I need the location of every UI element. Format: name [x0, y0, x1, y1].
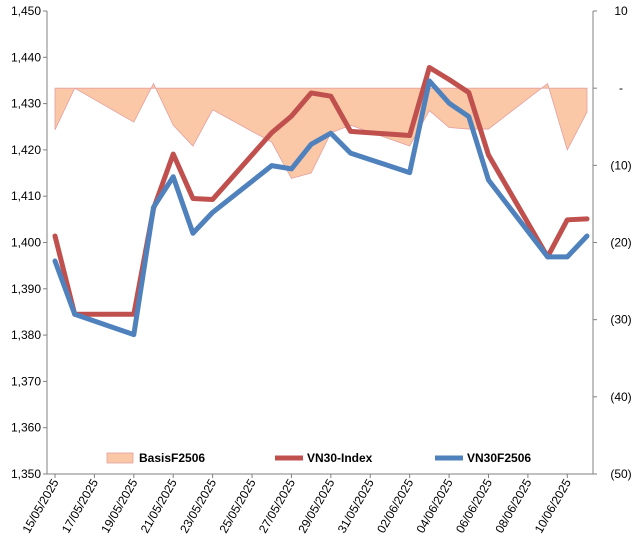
x-tick-label: 10/06/2025 [532, 476, 574, 535]
y-left-tick-label: 1,360 [11, 421, 41, 435]
x-tick-label: 02/06/2025 [374, 476, 416, 535]
y-left-tick-label: 1,450 [11, 4, 41, 18]
x-tick-label: 23/05/2025 [177, 476, 219, 535]
axes-layer [43, 10, 597, 478]
y-left-tick-label: 1,410 [11, 189, 41, 203]
x-tick-label: 25/05/2025 [216, 476, 258, 535]
y-left-tick-label: 1,440 [11, 50, 41, 64]
x-tick-label: 21/05/2025 [138, 476, 180, 535]
basis-area-layer [54, 82, 588, 179]
x-tick-label: 27/05/2025 [256, 476, 298, 535]
y-left-tick-label: 1,420 [11, 143, 41, 157]
y-left-tick-label: 1,430 [11, 97, 41, 111]
legend-label-basisf2506: BasisF2506 [139, 451, 205, 465]
y-right-tick-label: 10 [614, 4, 628, 18]
y-left-tick-label: 1,390 [11, 282, 41, 296]
x-tick-label: 19/05/2025 [98, 476, 140, 535]
y-right-tick-label: - [619, 81, 623, 95]
x-tick-label: 17/05/2025 [59, 476, 101, 535]
y-right-tick-label: (20) [610, 236, 631, 250]
series-line-vn30f2506 [52, 78, 590, 338]
legend: BasisF2506 VN30-Index VN30F2506 [106, 451, 531, 465]
x-tick-label: 04/06/2025 [414, 476, 456, 535]
y-left-tick-label: 1,370 [11, 374, 41, 388]
basis-area-0 [54, 82, 588, 179]
y-left-tick-label: 1,380 [11, 328, 41, 342]
y-right-tick-label: (40) [610, 390, 631, 404]
x-tick-label: 29/05/2025 [295, 476, 337, 535]
legend-label-vn30-index: VN30-Index [307, 451, 373, 465]
legend-swatch-basisf2506 [106, 452, 134, 464]
x-tick-label: 15/05/2025 [19, 476, 61, 535]
x-tick-label: 08/06/2025 [492, 476, 534, 535]
y-right-tick-label: (10) [610, 158, 631, 172]
x-tick-label: 06/06/2025 [453, 476, 495, 535]
lines-layer [52, 64, 590, 338]
y-left-tick-label: 1,400 [11, 236, 41, 250]
legend-label-vn30f2506: VN30F2506 [467, 451, 531, 465]
y-right-tick-label: (30) [610, 313, 631, 327]
y-right-tick-label: (50) [610, 467, 631, 481]
x-tick-label: 31/05/2025 [335, 476, 377, 535]
y-left-tick-label: 1,350 [11, 467, 41, 481]
